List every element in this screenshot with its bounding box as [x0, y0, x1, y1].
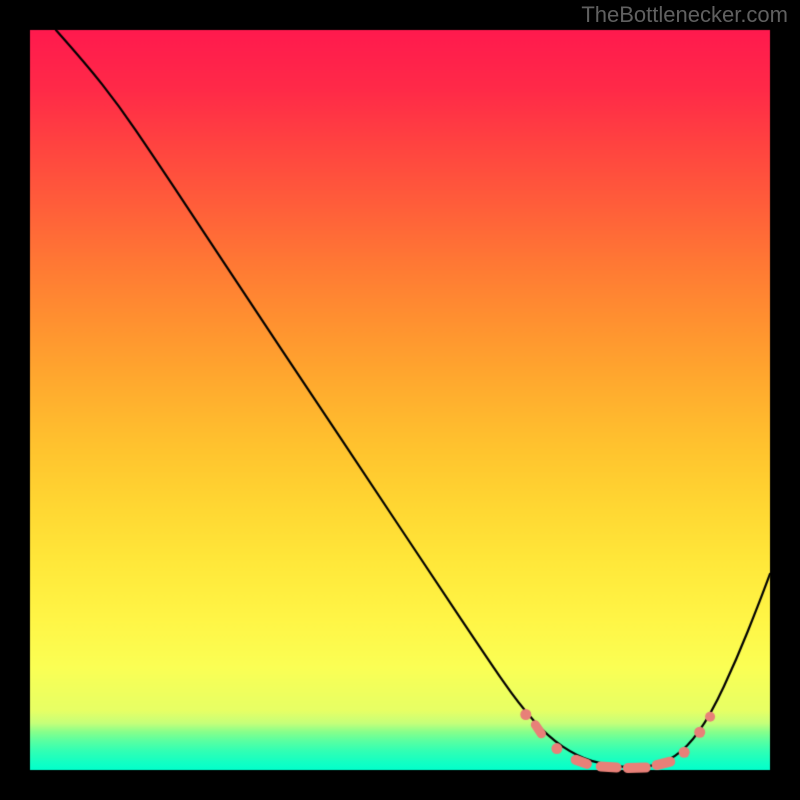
watermark-label: TheBottlenecker.com	[581, 2, 788, 28]
chart-container: TheBottlenecker.com	[0, 0, 800, 800]
bottleneck-curve	[0, 0, 800, 800]
